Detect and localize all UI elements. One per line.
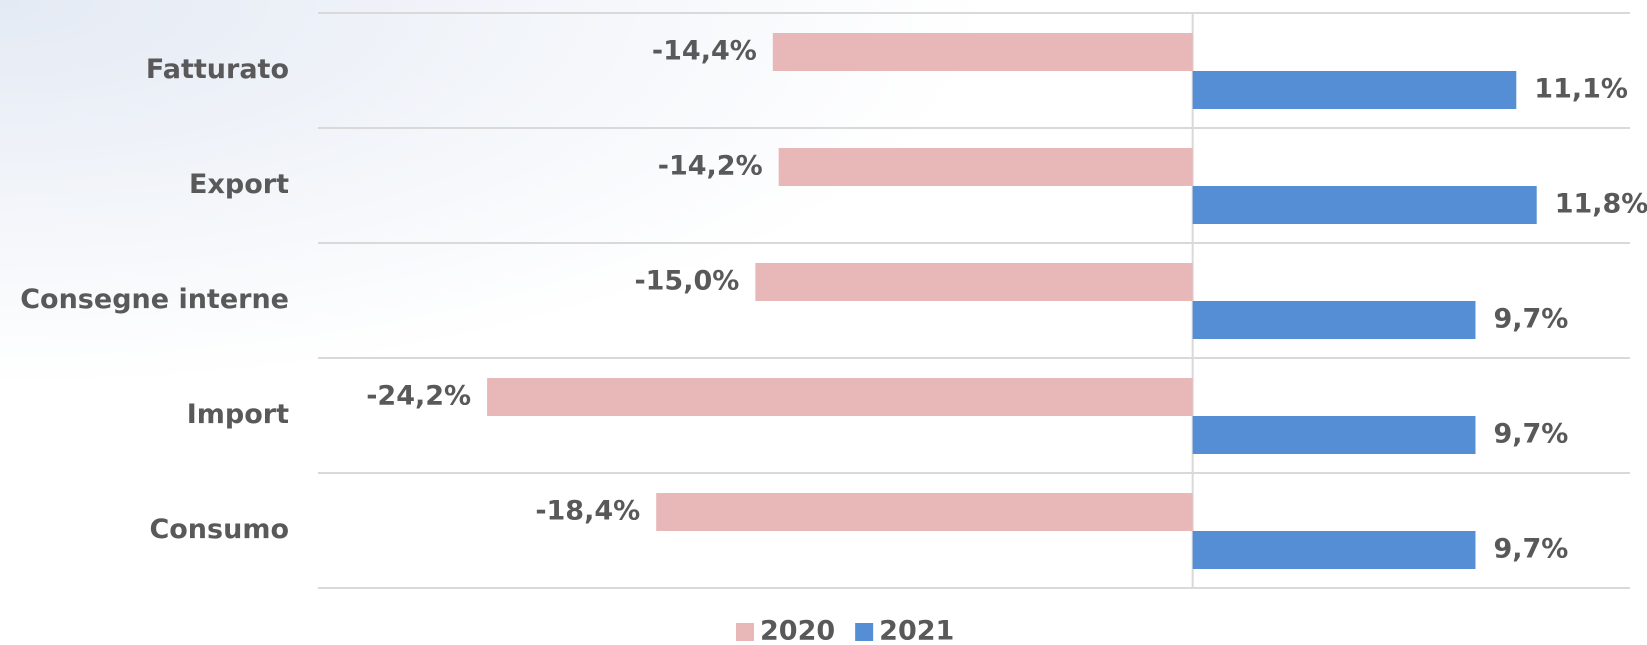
bar	[1192, 531, 1476, 569]
value-label: 9,7%	[1493, 304, 1568, 335]
value-label: 9,7%	[1493, 419, 1568, 450]
category-label: Consegne interne	[20, 284, 289, 315]
category-label: Export	[189, 169, 289, 200]
legend-swatch	[736, 623, 754, 641]
bar	[1192, 71, 1517, 109]
category-label: Consumo	[149, 514, 289, 545]
category-label: Fatturato	[146, 54, 289, 85]
legend-swatch	[855, 623, 874, 641]
value-label: -18,4%	[535, 496, 640, 527]
bar	[1192, 301, 1476, 339]
bar	[755, 263, 1193, 301]
value-label: 11,8%	[1555, 189, 1647, 220]
category-label: Import	[187, 399, 289, 430]
value-label: -15,0%	[634, 266, 739, 297]
value-label: -14,2%	[658, 151, 763, 182]
bar	[656, 493, 1193, 531]
bar	[1192, 416, 1476, 454]
bar	[1192, 186, 1537, 224]
bar	[778, 148, 1193, 186]
legend-label: 2020	[760, 616, 835, 645]
bar	[487, 378, 1193, 416]
value-label: -14,4%	[652, 36, 757, 67]
bar	[772, 33, 1193, 71]
value-label: -24,2%	[366, 381, 471, 412]
value-label: 11,1%	[1534, 74, 1628, 105]
legend-label: 2021	[879, 616, 954, 645]
value-label: 9,7%	[1493, 534, 1568, 565]
